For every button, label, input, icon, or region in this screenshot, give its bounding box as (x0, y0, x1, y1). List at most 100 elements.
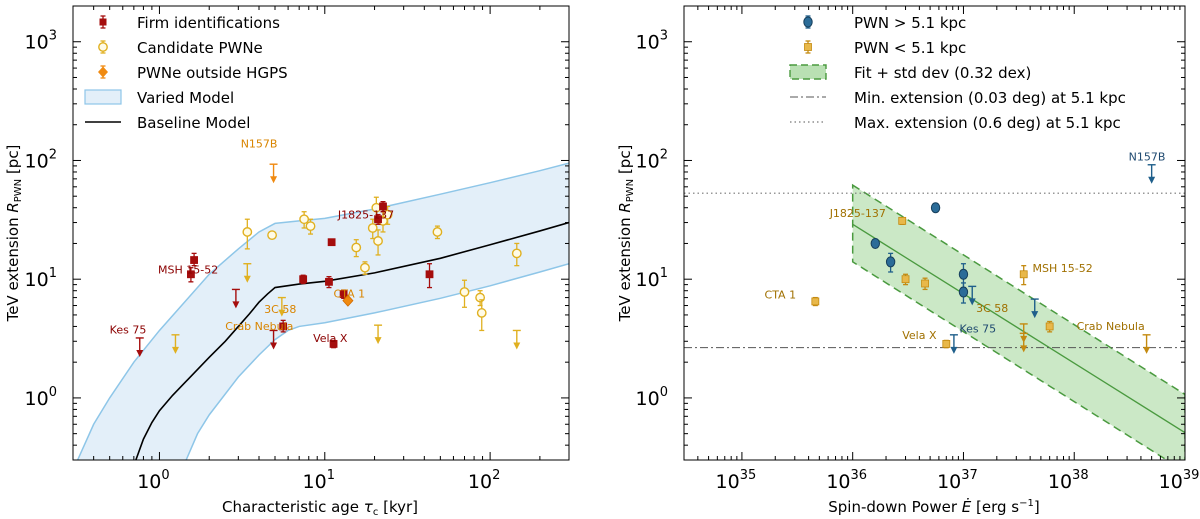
y-tick-label: 100 (25, 385, 57, 410)
firm-point (279, 322, 288, 331)
far-point (930, 202, 941, 214)
firm-point (187, 270, 195, 279)
annotation-label: 3C 58 (976, 302, 1008, 315)
firm-point (325, 277, 333, 286)
y-tick-label: 101 (25, 266, 57, 291)
legend-label: PWN < 5.1 kpc (854, 39, 966, 57)
right-axes-frame (683, 5, 1186, 461)
candidate-point (511, 248, 522, 259)
near-point (898, 216, 907, 225)
x-tick-label: 1037 (937, 468, 978, 493)
firm-point (339, 290, 348, 298)
x-tick-label: 1036 (826, 468, 867, 493)
near-ul-arrow (1020, 345, 1028, 353)
firm-point (379, 202, 387, 211)
candidate-point (382, 209, 393, 220)
y-tick-label: 100 (636, 385, 668, 410)
far-ul-arrow (1148, 176, 1156, 184)
legend-label: Fit + std dev (0.32 dex) (854, 64, 1031, 82)
candidate-point (475, 292, 486, 303)
y-tick-label: 101 (636, 266, 668, 291)
legend-label: Max. extension (0.6 deg) at 5.1 kpc (854, 114, 1121, 132)
near-point (921, 279, 929, 288)
annotation-label: Kes 75 (959, 323, 996, 336)
left-x-axis-label: Characteristic age τc [kyr] (222, 498, 418, 518)
annotation-label: CTA 1 (765, 288, 797, 301)
y-tick-label: 102 (25, 147, 57, 172)
candidate-ul-arrow (278, 309, 286, 317)
firm-point (425, 270, 434, 279)
firm-point (190, 256, 198, 264)
right-y-axis-label: TeV extension RPWN [pc] (616, 145, 636, 323)
legend-far-marker (803, 16, 813, 28)
far-ul-arrow (1031, 311, 1039, 319)
x-tick-label: 1039 (1159, 468, 1200, 493)
annotation-label: MSH 15-52 (1032, 262, 1092, 275)
annotation-label: Crab Nebula (225, 320, 293, 333)
legend-label: Baseline Model (137, 114, 250, 132)
annotation-label: N157B (1129, 150, 1166, 163)
firm-ul-arrow (270, 342, 278, 350)
y-tick-label: 102 (636, 147, 668, 172)
firm-point (299, 275, 308, 284)
near-point (901, 275, 910, 284)
varied-model-lower-edge (185, 262, 569, 460)
annotation-label: Kes 75 (110, 323, 147, 336)
legend-label: Varied Model (137, 89, 234, 107)
candidate-point (360, 262, 370, 273)
varied-model-upper-edge (76, 162, 569, 460)
candidate-ul-arrow (171, 346, 179, 354)
candidate-point (432, 227, 443, 237)
left-ticks: 100 101 102 100 101 102 103 (25, 5, 570, 493)
legend-fit-swatch (789, 64, 827, 80)
y-tick-label: 103 (636, 29, 668, 54)
left-axes-frame (72, 5, 570, 461)
far-ul-arrow (950, 346, 958, 354)
candidate-point (305, 221, 316, 232)
firm-ul-arrow (232, 301, 240, 309)
candidate-ul-arrow (243, 275, 251, 283)
fit-line (852, 223, 1185, 434)
annotation-label: Vela X (902, 329, 937, 342)
right-plot-area: N157B J1825-137 MSH 15-52 CTA 1 3C 58 Crab Ne… (684, 150, 1185, 460)
legend-outside-marker (98, 66, 108, 78)
x-tick-label: 1038 (1048, 468, 1089, 493)
legend-label: PWNe outside HGPS (137, 64, 288, 82)
firm-ul-arrow (136, 349, 144, 357)
candidate-point (476, 308, 487, 318)
x-tick-label: 100 (137, 468, 169, 493)
annotation-label: J1825-137 (337, 208, 394, 221)
legend-near-marker (804, 43, 812, 51)
candidate-point (367, 223, 378, 233)
candidate-ul-arrow (513, 342, 521, 350)
firm-point (374, 215, 382, 224)
x-tick-label: 101 (303, 468, 335, 493)
legend-varied-swatch (84, 89, 122, 105)
outside-ul-arrow (270, 176, 278, 184)
right-x-axis-label: Spin-down Power Ė [erg s−1] (828, 497, 1039, 516)
near-ul-arrow (1143, 346, 1151, 354)
annotation-label: N157B (241, 138, 278, 151)
left-legend: Firm identifications Candidate PWNe PWNe o… (84, 14, 288, 132)
legend-candidate-marker (98, 42, 108, 52)
right-ticks: 1035 1036 1037 1038 1039 100 101 102 103 (636, 5, 1200, 493)
near-point (1045, 322, 1054, 331)
legend-label: Firm identifications (137, 14, 280, 32)
legend-label: PWN > 5.1 kpc (854, 14, 966, 32)
right-panel: N157B J1825-137 MSH 15-52 CTA 1 3C 58 Crab Ne… (616, 5, 1200, 516)
legend-label: Candidate PWNe (137, 39, 263, 57)
candidate-point (242, 227, 253, 237)
annotation-label: Crab Nebula (1077, 320, 1145, 333)
outside-point (342, 294, 354, 307)
fit-band (851, 183, 1185, 460)
annotation-label: 3C 58 (264, 303, 296, 316)
left-y-axis-label: TeV extension RPWN [pc] (4, 145, 24, 323)
annotation-label: J1825-137 (829, 207, 886, 220)
x-tick-label: 102 (468, 468, 500, 493)
candidate-point (351, 242, 362, 253)
candidate-point (267, 230, 277, 241)
candidate-point (299, 214, 310, 225)
candidate-point (459, 287, 470, 297)
far-ul-arrow (968, 298, 976, 306)
